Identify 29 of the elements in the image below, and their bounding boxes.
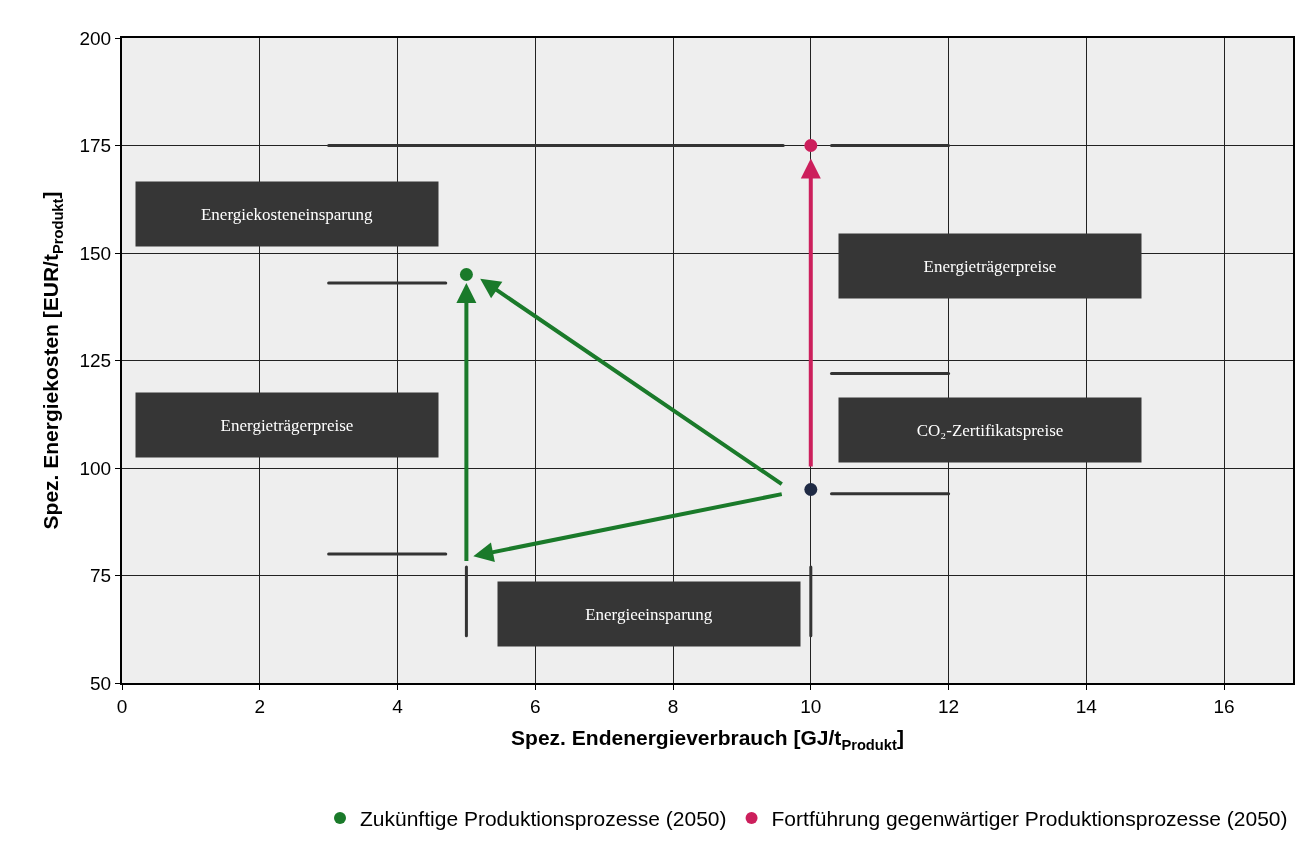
annotation: Energieträgerpreise bbox=[220, 415, 354, 435]
y-tick-label: 200 bbox=[79, 27, 112, 49]
x-tick-label: 6 bbox=[530, 695, 541, 717]
x-tick-label: 10 bbox=[800, 695, 822, 717]
annotation: Energiekosteneinsparung bbox=[200, 204, 374, 224]
y-tick-label: 100 bbox=[79, 457, 112, 479]
picture-label-box: Energiekosteneinsparung bbox=[135, 181, 439, 247]
y-tick-label: 175 bbox=[79, 135, 112, 157]
x-axis-title: Spez. Endenergieverbrauch [GJ/t$_{Produkt}$] bbox=[511, 726, 904, 753]
picture-label-box: Energieträgerpreise bbox=[135, 392, 439, 458]
annotation: CO₂-Zertifikatspreise bbox=[916, 420, 1064, 440]
x-tick-label: 4 bbox=[392, 695, 404, 717]
x-tick-label: 8 bbox=[667, 695, 679, 717]
legend-label: Fortführung gegenwärtiger Produktionsprozesse (2050) bbox=[771, 807, 1288, 831]
y-tick-label: 125 bbox=[79, 350, 112, 372]
x-tick-label: 14 bbox=[1075, 695, 1098, 717]
picture-label-box: CO₂-Zertifikatspreise bbox=[838, 397, 1142, 463]
x-tick-label: 2 bbox=[254, 695, 266, 717]
x-tick-label: 0 bbox=[116, 695, 128, 717]
y-tick-label: 75 bbox=[90, 565, 112, 587]
y-tick-label: 50 bbox=[90, 672, 112, 694]
picture-label-box: Energieträgerpreise bbox=[838, 233, 1142, 299]
annotation: Energieeinsparung bbox=[585, 604, 713, 624]
y-tick-label: 150 bbox=[79, 242, 112, 264]
x-tick-label: 16 bbox=[1213, 695, 1235, 717]
legend-label: Zukünftige Produktionsprozesse (2050) bbox=[360, 807, 727, 831]
x-tick-label: 12 bbox=[938, 695, 960, 717]
picture-label-box: Energieeinsparung bbox=[497, 581, 801, 647]
annotation: Energieträgerpreise bbox=[923, 256, 1057, 276]
